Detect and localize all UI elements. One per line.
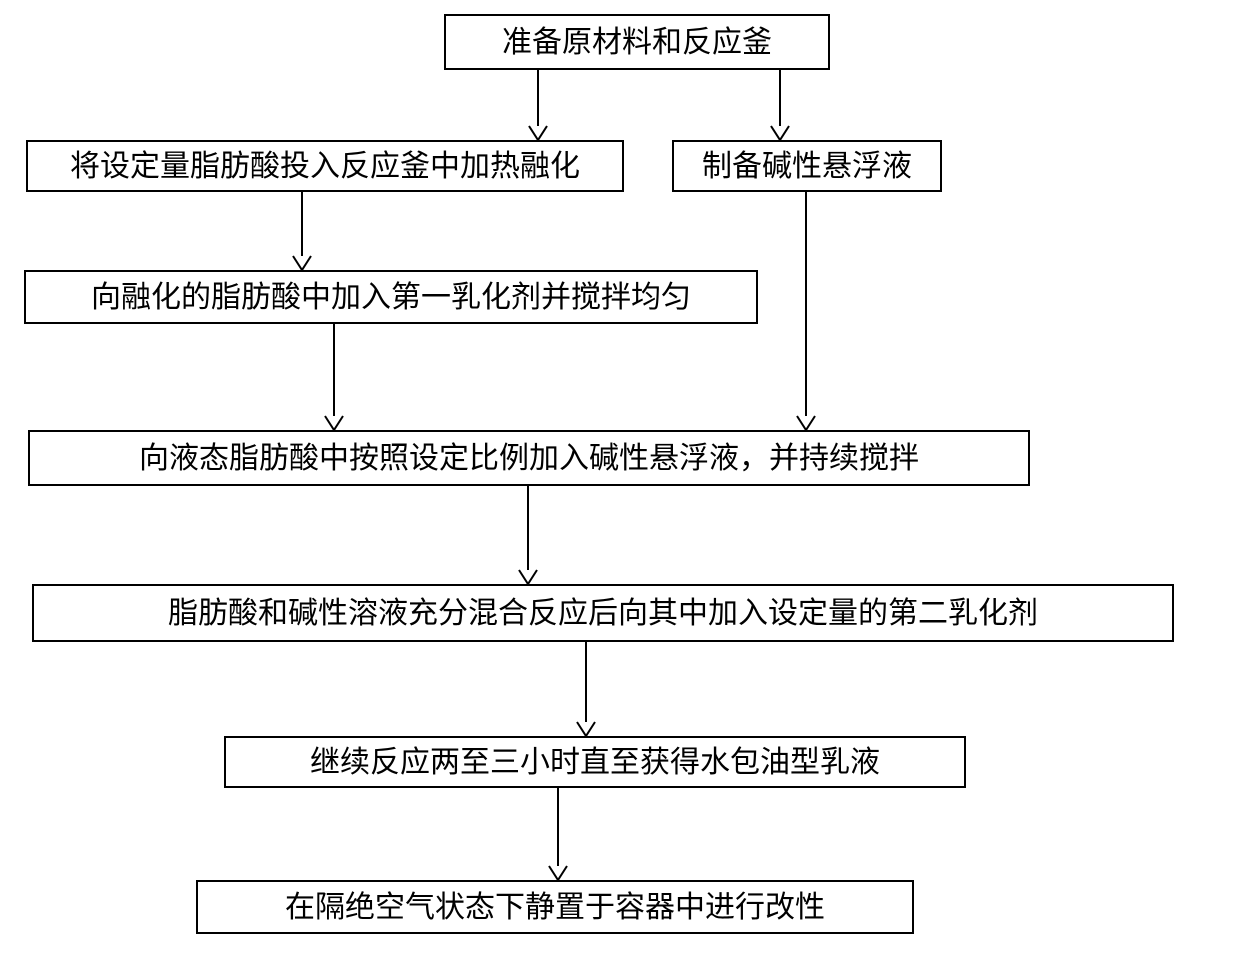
arrowhead-icon bbox=[549, 866, 567, 880]
flow-node-label: 准备原材料和反应釜 bbox=[502, 23, 772, 62]
arrowhead-icon bbox=[529, 126, 547, 140]
arrowhead-icon bbox=[293, 256, 311, 270]
flow-node-n2: 将设定量脂肪酸投入反应釜中加热融化 bbox=[26, 140, 624, 192]
flow-node-n5: 向液态脂肪酸中按照设定比例加入碱性悬浮液，并持续搅拌 bbox=[28, 430, 1030, 486]
arrowhead-icon bbox=[519, 570, 537, 584]
flow-node-n6: 脂肪酸和碱性溶液充分混合反应后向其中加入设定量的第二乳化剂 bbox=[32, 584, 1174, 642]
flow-node-n8: 在隔绝空气状态下静置于容器中进行改性 bbox=[196, 880, 914, 934]
flow-node-n1: 准备原材料和反应釜 bbox=[444, 14, 830, 70]
flow-node-n3: 制备碱性悬浮液 bbox=[672, 140, 942, 192]
flow-node-label: 在隔绝空气状态下静置于容器中进行改性 bbox=[285, 888, 825, 927]
flow-node-label: 向融化的脂肪酸中加入第一乳化剂并搅拌均匀 bbox=[91, 278, 691, 317]
arrowhead-icon bbox=[771, 126, 789, 140]
flow-node-n7: 继续反应两至三小时直至获得水包油型乳液 bbox=[224, 736, 966, 788]
flow-node-label: 脂肪酸和碱性溶液充分混合反应后向其中加入设定量的第二乳化剂 bbox=[168, 594, 1038, 633]
arrowhead-icon bbox=[325, 416, 343, 430]
arrowhead-icon bbox=[577, 722, 595, 736]
flow-node-label: 继续反应两至三小时直至获得水包油型乳液 bbox=[310, 743, 880, 782]
flow-node-label: 向液态脂肪酸中按照设定比例加入碱性悬浮液，并持续搅拌 bbox=[139, 439, 919, 478]
arrowhead-icon bbox=[797, 416, 815, 430]
flow-node-label: 制备碱性悬浮液 bbox=[702, 147, 912, 186]
flowchart-canvas: 准备原材料和反应釜将设定量脂肪酸投入反应釜中加热融化 制备碱性悬浮液向融化的脂肪酸… bbox=[0, 0, 1240, 964]
flow-node-label: 将设定量脂肪酸投入反应釜中加热融化 bbox=[70, 147, 580, 186]
flow-node-n4: 向融化的脂肪酸中加入第一乳化剂并搅拌均匀 bbox=[24, 270, 758, 324]
